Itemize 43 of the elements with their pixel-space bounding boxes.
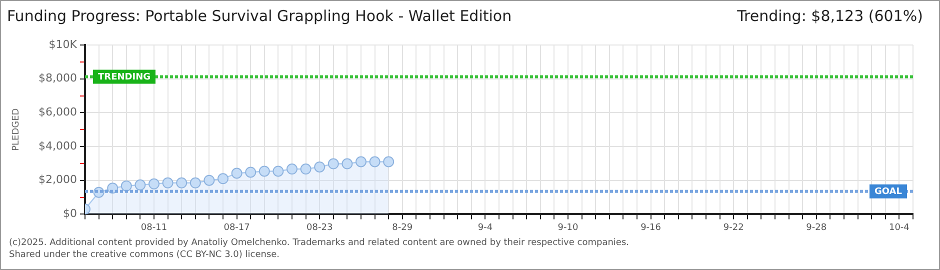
point <box>134 179 146 190</box>
point <box>314 161 326 172</box>
ref-line-label: GOAL <box>874 187 902 198</box>
point <box>356 156 366 168</box>
y-tick-label: $4,000 <box>38 139 77 152</box>
chart-title: Funding Progress: Portable Survival Grappling Hook - Wallet Edition <box>7 7 512 25</box>
point <box>204 174 215 186</box>
point <box>272 166 284 177</box>
point <box>218 173 228 184</box>
x-tick-label: 9-28 <box>806 222 827 233</box>
y-axis-title: PLEDGED <box>12 108 22 151</box>
x-tick-label: 08-17 <box>224 222 250 233</box>
point <box>148 178 160 190</box>
x-tick-label: 9-22 <box>723 222 744 233</box>
point <box>328 158 339 170</box>
text: Shared under the creative commons (CC BY-NC 3.0) license. <box>9 249 281 261</box>
y-tick-label: $0 <box>63 207 77 220</box>
point <box>258 166 270 177</box>
x-tick-label: 9-4 <box>478 222 493 233</box>
point <box>162 177 174 188</box>
y-tick-label: $10K <box>48 38 78 51</box>
point <box>342 158 353 170</box>
point <box>190 177 201 188</box>
x-tick-label: 8-29 <box>392 222 413 233</box>
ref-line-label: TRENDING <box>98 72 150 83</box>
x-tick-label: 9-10 <box>558 222 578 233</box>
point <box>231 168 242 179</box>
point <box>300 164 312 175</box>
point <box>383 156 394 168</box>
point <box>120 180 132 192</box>
point <box>369 156 380 168</box>
x-tick-label: 08-23 <box>306 222 333 233</box>
text: (c)2025. Additional content provided by Anatoliy Omelchenko. Trademarks and related content are owned by their respective companies. <box>9 237 630 249</box>
x-tick-label: 10-4 <box>888 222 910 233</box>
x-tick-label: 08-11 <box>140 222 168 233</box>
point <box>245 166 256 178</box>
y-tick-label: $8,000 <box>38 72 77 85</box>
y-tick-label: $6,000 <box>38 106 77 119</box>
point <box>286 164 298 175</box>
y-tick-label: $2,000 <box>38 173 77 186</box>
chart-subtitle: Trending: $8,123 (601%) <box>737 7 923 25</box>
x-tick-label: 9-16 <box>640 222 662 233</box>
point <box>176 177 188 188</box>
